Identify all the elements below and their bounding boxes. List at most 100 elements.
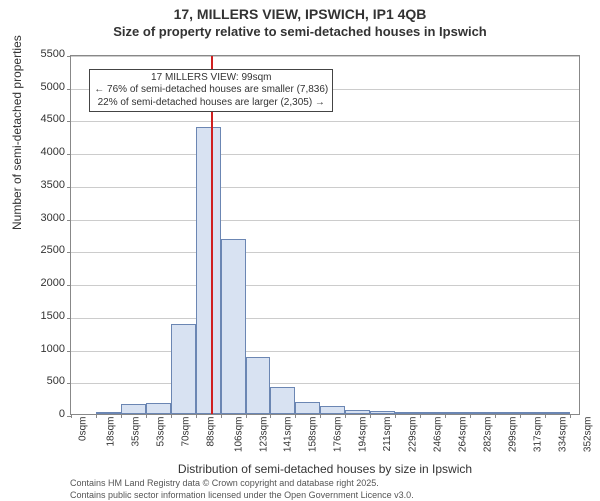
ytick-mark — [67, 89, 71, 90]
ytick-label: 0 — [15, 408, 65, 420]
xtick-label: 158sqm — [308, 417, 319, 453]
histogram-bar — [470, 412, 495, 414]
ytick-label: 500 — [15, 375, 65, 387]
histogram-bar — [445, 412, 470, 414]
xtick-label: 352sqm — [582, 417, 593, 453]
ytick-label: 4000 — [15, 146, 65, 158]
histogram-bar — [395, 412, 420, 414]
plot-area: 0500100015002000250030003500400045005000… — [70, 55, 580, 415]
footer-line2: Contains public sector information licen… — [70, 490, 580, 501]
ytick-label: 2500 — [15, 244, 65, 256]
ytick-mark — [67, 56, 71, 57]
ytick-label: 2000 — [15, 277, 65, 289]
ytick-label: 3500 — [15, 179, 65, 191]
ytick-mark — [67, 318, 71, 319]
xtick-label: 123sqm — [258, 417, 269, 453]
annotation-box: 17 MILLERS VIEW: 99sqm← 76% of semi-deta… — [89, 69, 333, 113]
plot-wrap: 0500100015002000250030003500400045005000… — [70, 55, 580, 415]
xtick-mark — [470, 414, 471, 418]
xtick-label: 88sqm — [205, 417, 216, 447]
y-axis-title: Number of semi-detached properties — [10, 35, 24, 230]
xtick-mark — [121, 414, 122, 418]
histogram-bar — [370, 411, 395, 414]
gridline-h — [71, 187, 579, 188]
xtick-label: 35sqm — [130, 417, 141, 447]
xtick-label: 317sqm — [532, 417, 543, 453]
footer-attribution: Contains HM Land Registry data © Crown c… — [70, 478, 580, 501]
xtick-mark — [445, 414, 446, 418]
xtick-mark — [96, 414, 97, 418]
ytick-mark — [67, 187, 71, 188]
ytick-label: 1500 — [15, 310, 65, 322]
annotation-line1: 17 MILLERS VIEW: 99sqm — [94, 72, 328, 85]
histogram-bar — [171, 324, 196, 414]
histogram-bar — [495, 412, 520, 414]
xtick-label: 53sqm — [155, 417, 166, 447]
ytick-mark — [67, 351, 71, 352]
ytick-label: 4500 — [15, 113, 65, 125]
gridline-h — [71, 56, 579, 57]
xtick-label: 18sqm — [105, 417, 116, 447]
xtick-mark — [71, 414, 72, 418]
chart-container: 17, MILLERS VIEW, IPSWICH, IP1 4QB Size … — [0, 0, 600, 500]
xtick-mark — [246, 414, 247, 418]
xtick-label: 282sqm — [482, 417, 493, 453]
gridline-h — [71, 252, 579, 253]
xtick-label: 211sqm — [382, 417, 393, 452]
xtick-mark — [221, 414, 222, 418]
xtick-label: 264sqm — [457, 417, 468, 453]
xtick-mark — [270, 414, 271, 418]
ytick-mark — [67, 121, 71, 122]
xtick-label: 299sqm — [507, 417, 518, 453]
histogram-bar — [96, 412, 121, 414]
title-line1: 17, MILLERS VIEW, IPSWICH, IP1 4QB — [0, 6, 600, 24]
xtick-mark — [545, 414, 546, 418]
xtick-label: 194sqm — [358, 417, 369, 453]
xtick-mark — [171, 414, 172, 418]
xtick-mark — [320, 414, 321, 418]
gridline-h — [71, 220, 579, 221]
gridline-h — [71, 121, 579, 122]
gridline-h — [71, 318, 579, 319]
histogram-bar — [270, 387, 295, 414]
ytick-mark — [67, 383, 71, 384]
xtick-mark — [196, 414, 197, 418]
footer-line1: Contains HM Land Registry data © Crown c… — [70, 478, 580, 490]
xtick-mark — [146, 414, 147, 418]
gridline-h — [71, 351, 579, 352]
ytick-mark — [67, 154, 71, 155]
histogram-bar — [295, 402, 320, 414]
histogram-bar — [545, 412, 570, 414]
xtick-mark — [420, 414, 421, 418]
xtick-mark — [370, 414, 371, 418]
xtick-label: 0sqm — [78, 417, 89, 441]
histogram-bar — [121, 404, 146, 414]
x-axis-title: Distribution of semi-detached houses by … — [70, 462, 580, 476]
xtick-label: 106sqm — [233, 417, 244, 453]
histogram-bar — [221, 239, 246, 414]
histogram-bar — [320, 406, 345, 415]
histogram-bar — [196, 127, 221, 414]
xtick-label: 141sqm — [283, 417, 294, 453]
xtick-mark — [345, 414, 346, 418]
xtick-label: 176sqm — [333, 417, 344, 453]
xtick-label: 334sqm — [557, 417, 568, 453]
ytick-label: 5500 — [15, 48, 65, 60]
ytick-mark — [67, 285, 71, 286]
gridline-h — [71, 383, 579, 384]
histogram-bar — [520, 412, 545, 414]
annotation-line2: ← 76% of semi-detached houses are smalle… — [94, 84, 328, 97]
histogram-bar — [146, 403, 171, 414]
xtick-mark — [520, 414, 521, 418]
histogram-bar — [345, 410, 370, 414]
histogram-bar — [246, 357, 271, 414]
xtick-mark — [570, 414, 571, 418]
ytick-mark — [67, 252, 71, 253]
annotation-line3: 22% of semi-detached houses are larger (… — [94, 97, 328, 110]
gridline-h — [71, 285, 579, 286]
xtick-label: 229sqm — [407, 417, 418, 453]
xtick-label: 70sqm — [180, 417, 191, 447]
chart-title: 17, MILLERS VIEW, IPSWICH, IP1 4QB Size … — [0, 0, 600, 40]
ytick-label: 1000 — [15, 343, 65, 355]
ytick-label: 5000 — [15, 81, 65, 93]
